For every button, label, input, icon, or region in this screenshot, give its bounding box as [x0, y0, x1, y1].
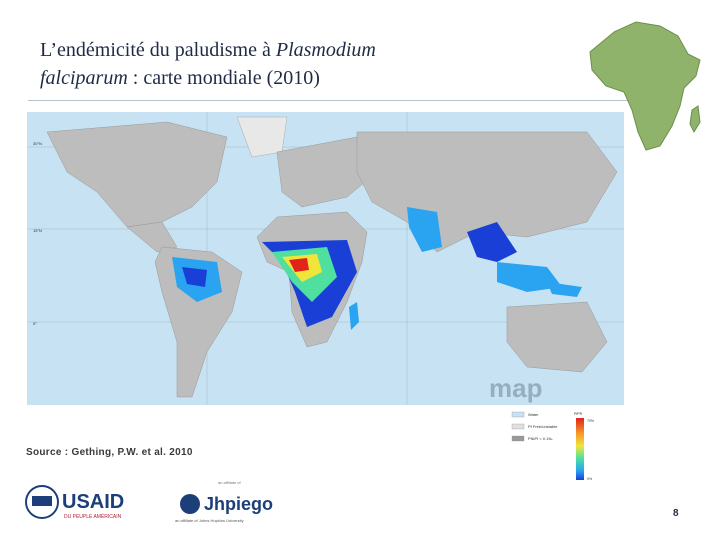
africa-icon — [589, 21, 701, 151]
title-text-1: L’endémicité du paludisme à — [40, 39, 276, 61]
malaria-world-map: 30°N 15°N 0° map — [27, 112, 624, 405]
lat-label: 0° — [33, 321, 37, 326]
legend-api: PfAPI < 0.1‰ — [528, 436, 552, 441]
jhpiego-affiliate: an affiliate of Johns Hopkins University — [175, 518, 244, 523]
legend-scale-max: 70% — [587, 419, 594, 423]
legend-scale-min: 0% — [587, 477, 592, 481]
title-italic-1: Plasmodium — [275, 39, 376, 61]
jhpiego-top: an affiliate of — [218, 480, 241, 485]
usaid-logo-text: USAID — [62, 491, 124, 513]
lat-label: 15°N — [33, 228, 42, 233]
usaid-subtitle: DU PEUPLE AMÉRICAIN — [64, 513, 122, 520]
title-divider — [28, 100, 628, 101]
map-watermark: map — [489, 373, 542, 403]
page-number: 8 — [673, 508, 679, 519]
legend-free: Pf Free/unstable — [528, 424, 558, 429]
partner-logos: USAID DU PEUPLE AMÉRICAIN an affiliate o… — [25, 480, 273, 523]
slide-title: L’endémicité du paludisme à Plasmodium f… — [40, 36, 580, 92]
source-caption: Source : Gething, P.W. et al. 2010 — [26, 447, 193, 458]
jhpiego-logo-text: Jhpiego — [204, 494, 273, 514]
legend-scale-title: PfPR — [574, 412, 583, 416]
jhpiego-mark-icon — [180, 494, 200, 514]
title-italic-2: falciparum — [40, 67, 128, 89]
legend-water: Water — [528, 412, 539, 417]
title-text-2: : carte mondiale (2010) — [127, 67, 320, 89]
map-legend: Water Pf Free/unstable PfAPI < 0.1‰ PfPR… — [511, 411, 594, 481]
lat-label: 30°N — [33, 141, 42, 146]
